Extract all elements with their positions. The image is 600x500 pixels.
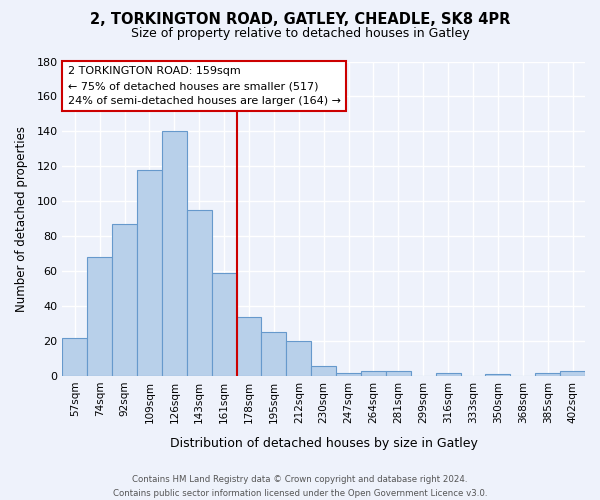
Y-axis label: Number of detached properties: Number of detached properties <box>15 126 28 312</box>
Bar <box>262 332 286 376</box>
Bar <box>112 224 137 376</box>
Bar <box>286 341 311 376</box>
Bar <box>162 132 187 376</box>
Bar <box>485 374 511 376</box>
X-axis label: Distribution of detached houses by size in Gatley: Distribution of detached houses by size … <box>170 437 478 450</box>
Bar <box>560 371 585 376</box>
Bar <box>87 258 112 376</box>
Bar <box>311 366 336 376</box>
Bar <box>361 371 386 376</box>
Bar <box>535 372 560 376</box>
Bar <box>212 273 236 376</box>
Text: Size of property relative to detached houses in Gatley: Size of property relative to detached ho… <box>131 28 469 40</box>
Bar <box>436 372 461 376</box>
Text: Contains HM Land Registry data © Crown copyright and database right 2024.
Contai: Contains HM Land Registry data © Crown c… <box>113 476 487 498</box>
Bar <box>336 372 361 376</box>
Text: 2, TORKINGTON ROAD, GATLEY, CHEADLE, SK8 4PR: 2, TORKINGTON ROAD, GATLEY, CHEADLE, SK8… <box>90 12 510 28</box>
Bar <box>386 371 411 376</box>
Text: 2 TORKINGTON ROAD: 159sqm
← 75% of detached houses are smaller (517)
24% of semi: 2 TORKINGTON ROAD: 159sqm ← 75% of detac… <box>68 66 341 106</box>
Bar <box>137 170 162 376</box>
Bar <box>62 338 87 376</box>
Bar <box>236 316 262 376</box>
Bar <box>187 210 212 376</box>
